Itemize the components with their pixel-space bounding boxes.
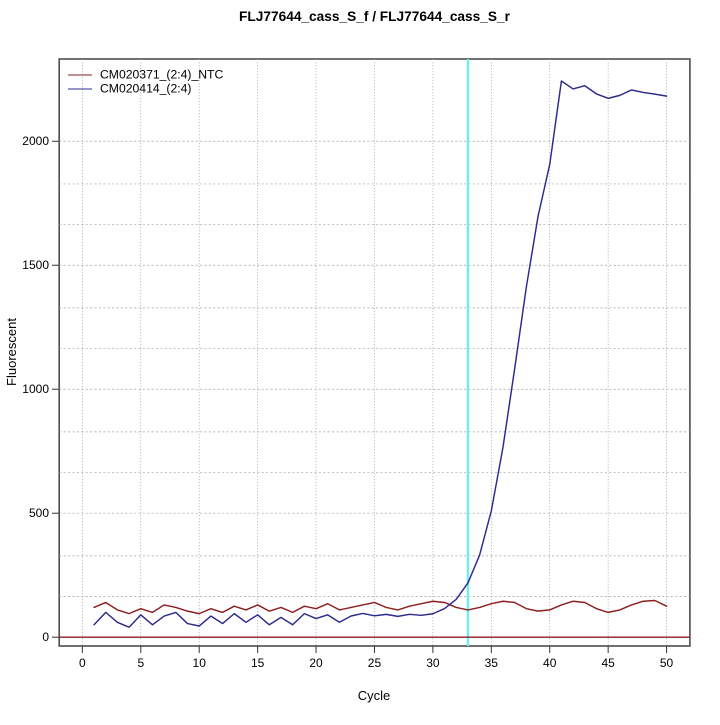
svg-text:0: 0 bbox=[42, 630, 49, 644]
svg-text:30: 30 bbox=[426, 656, 440, 670]
svg-text:25: 25 bbox=[368, 656, 382, 670]
svg-text:10: 10 bbox=[193, 656, 207, 670]
svg-text:20: 20 bbox=[309, 656, 323, 670]
svg-text:35: 35 bbox=[485, 656, 499, 670]
svg-text:CM020371_(2:4)_NTC: CM020371_(2:4)_NTC bbox=[100, 68, 223, 82]
svg-text:1500: 1500 bbox=[22, 258, 49, 272]
svg-text:45: 45 bbox=[601, 656, 615, 670]
svg-text:FLJ77644_cass_S_f / FLJ77644_c: FLJ77644_cass_S_f / FLJ77644_cass_S_r bbox=[239, 9, 511, 24]
svg-text:2000: 2000 bbox=[22, 134, 49, 148]
svg-text:40: 40 bbox=[543, 656, 557, 670]
svg-text:Fluorescent: Fluorescent bbox=[4, 318, 19, 386]
svg-text:CM020414_(2:4): CM020414_(2:4) bbox=[100, 82, 191, 96]
svg-text:15: 15 bbox=[251, 656, 265, 670]
svg-text:50: 50 bbox=[660, 656, 674, 670]
svg-text:1000: 1000 bbox=[22, 382, 49, 396]
svg-text:500: 500 bbox=[29, 506, 49, 520]
svg-text:Cycle: Cycle bbox=[358, 688, 391, 703]
svg-text:0: 0 bbox=[79, 656, 86, 670]
svg-text:5: 5 bbox=[137, 656, 144, 670]
